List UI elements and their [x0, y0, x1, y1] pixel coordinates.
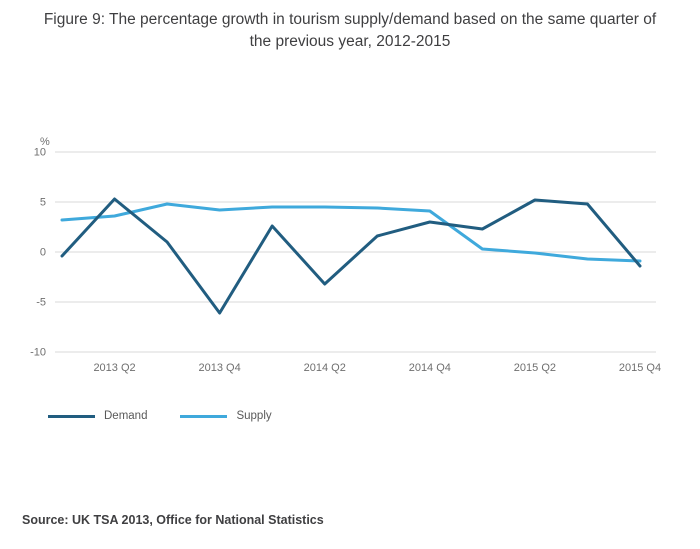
y-tick-label: 0 [40, 247, 46, 259]
legend-item-supply: Supply [180, 410, 272, 422]
y-tick-label: 5 [40, 197, 46, 209]
line-chart-canvas: 10 5 0 -5 -10% 2013 Q2 2013 Q4 2014 Q2 2014 Q4 20… [30, 136, 661, 374]
y-axis-unit-label: % [40, 136, 50, 148]
demand-series-line [60, 197, 642, 315]
x-tick-label: 2013 Q4 [199, 362, 241, 374]
legend: Demand Supply [48, 410, 272, 422]
x-tick-label: 2014 Q4 [409, 362, 451, 374]
x-tick-label: 2015 Q4 [619, 362, 661, 374]
chart-title: Figure 9: The percentage growth in touri… [43, 11, 657, 50]
y-tick-label: 10 [34, 147, 46, 159]
supply-series-line [60, 202, 642, 263]
supply-line-swatch [180, 414, 228, 418]
y-tick-label: -10 [30, 347, 46, 359]
x-tick-label: 2014 Q2 [304, 362, 346, 374]
legend-label-demand: Demand [104, 410, 148, 422]
legend-label-supply: Supply [236, 410, 272, 422]
x-tick-label: 2013 Q2 [93, 362, 135, 374]
demand-line-swatch [48, 414, 95, 418]
source-text: Source: UK TSA 2013, Office for National… [22, 513, 324, 527]
legend-item-demand: Demand [48, 410, 147, 422]
y-tick-label: -5 [36, 297, 46, 309]
x-tick-label: 2015 Q2 [514, 362, 556, 374]
